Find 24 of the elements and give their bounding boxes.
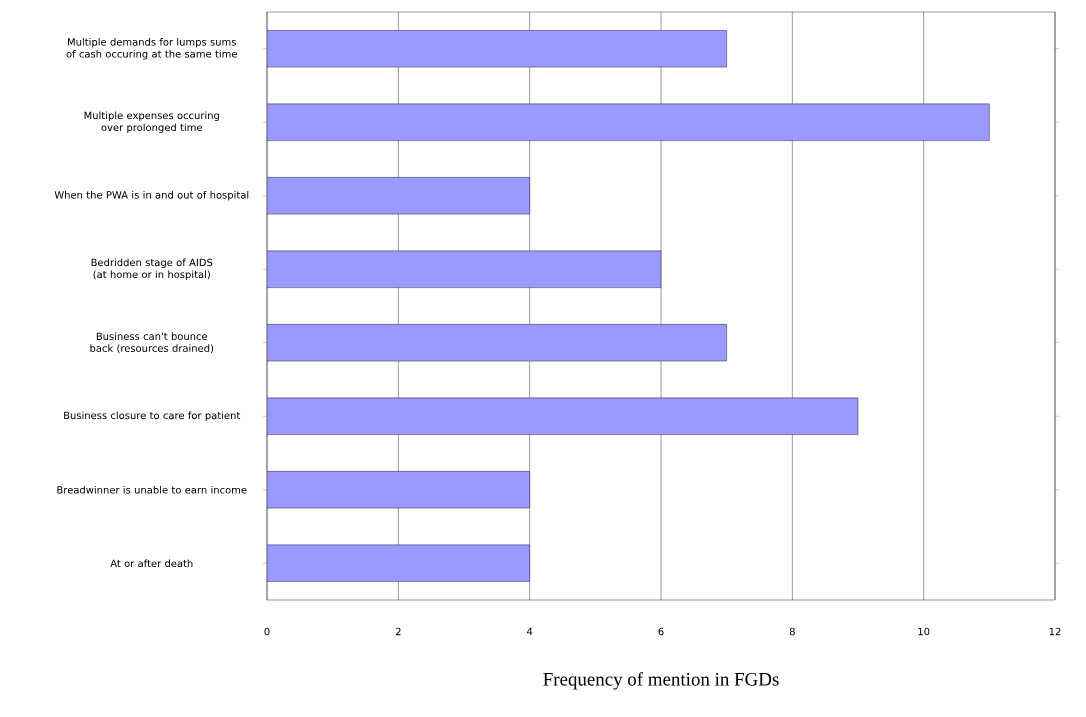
y-tick-label: Multiple demands for lumps sums of cash occuring at the same time [66,37,237,60]
bar [267,250,662,288]
bar [267,30,727,68]
bar [267,103,990,141]
y-tick-label: Business can't bounce back (resources drained) [90,332,214,354]
bar [267,324,727,362]
y-tick-label: Breadwinner is unable to earn income [57,485,247,494]
x-tick-label: 0 [264,627,270,636]
x-axis-title: Frequency of mention in FGDs [543,672,779,690]
y-tick-label: Business closure to care for patient [64,411,241,422]
x-tick-label: 2 [395,627,401,636]
x-tick-label: 8 [789,627,795,636]
x-tick-label: 12 [1049,627,1061,636]
bar [267,471,530,509]
bar [267,177,530,215]
y-tick-label: Bedridden stage of AIDS (at home or in hospital) [91,258,213,281]
x-tick-label: 4 [526,627,533,636]
y-tick-label: Multiple expenses occuring over prolonged time [84,111,219,134]
bar [267,544,530,582]
y-tick-label: When the PWA is in and out of hospital [54,190,249,201]
y-tick-label: At or after death [110,559,193,568]
x-tick-label: 10 [918,627,930,636]
x-tick-label: 6 [658,627,664,636]
bar [267,397,859,435]
